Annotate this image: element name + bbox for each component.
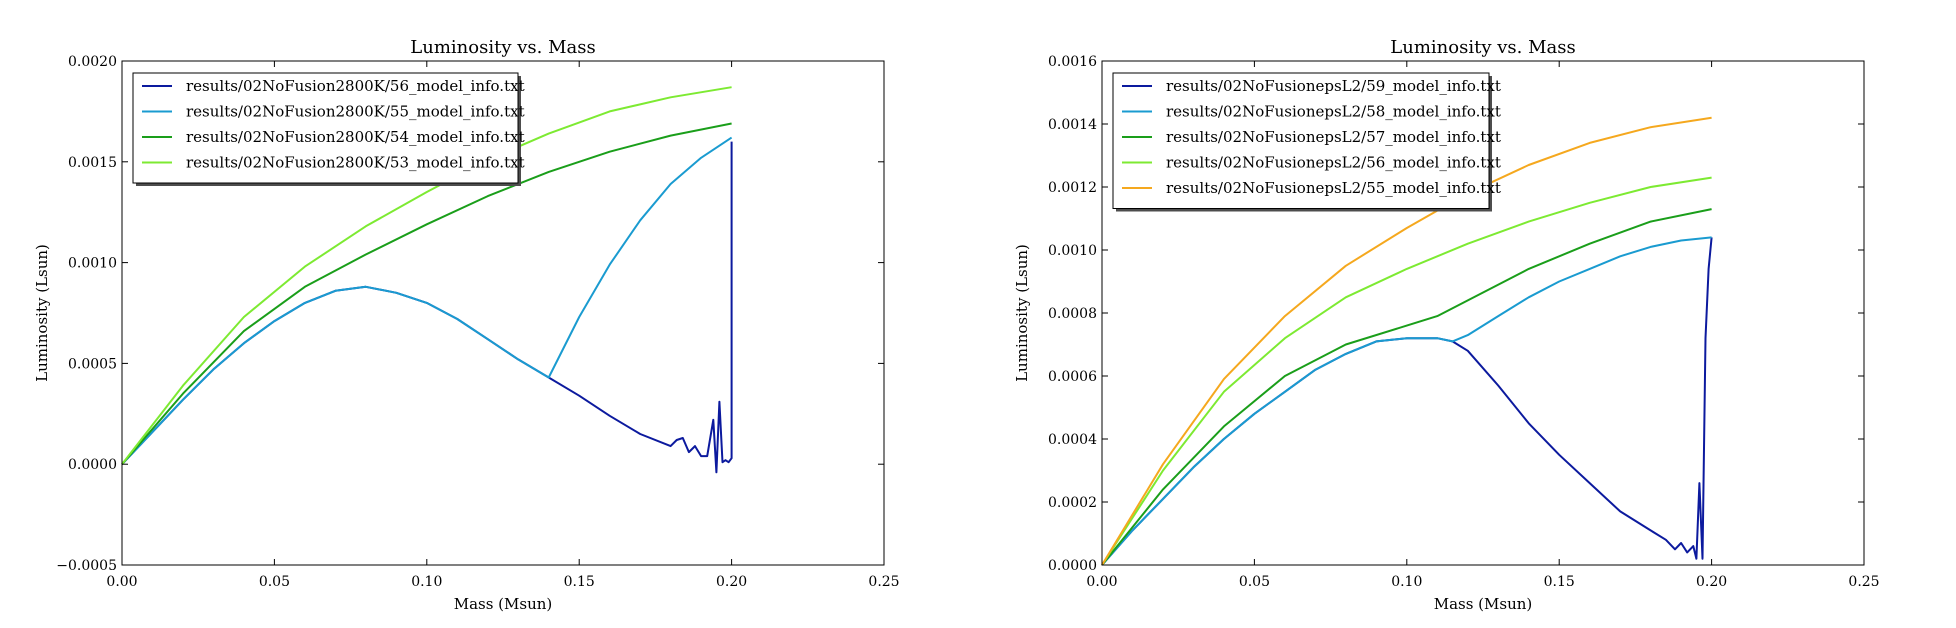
legend-label: results/02NoFusionepsL2/57_model_info.tx… bbox=[1166, 128, 1501, 146]
series-line-3 bbox=[121, 122, 732, 465]
x-tick-label: 0.25 bbox=[868, 574, 899, 590]
x-tick-label: 0.05 bbox=[259, 574, 290, 590]
x-tick-label: 0.10 bbox=[1391, 574, 1422, 590]
y-tick-label: 0.0020 bbox=[68, 54, 117, 70]
y-tick-label: 0.0002 bbox=[1048, 495, 1097, 511]
x-tick-label: 0.20 bbox=[716, 574, 747, 590]
plot-frame bbox=[121, 60, 885, 566]
y-tick-label: 0.0000 bbox=[68, 457, 117, 473]
legend: results/02NoFusion2800K/56_model_info.tx… bbox=[132, 72, 525, 186]
y-tick-label: −0.0005 bbox=[56, 558, 117, 574]
y-tick-label: 0.0000 bbox=[1048, 558, 1097, 574]
x-axis-label: Mass (Msun) bbox=[1434, 595, 1533, 613]
x-axis-label: Mass (Msun) bbox=[454, 595, 553, 613]
y-tick-label: 0.0015 bbox=[68, 155, 117, 171]
x-tick-label: 0.10 bbox=[411, 574, 442, 590]
x-tick-label: 0.15 bbox=[1544, 574, 1575, 590]
legend-label: results/02NoFusionepsL2/59_model_info.tx… bbox=[1166, 77, 1501, 95]
y-axis-label: Luminosity (Lsun) bbox=[33, 244, 51, 382]
y-tick-label: 0.0006 bbox=[1048, 369, 1097, 385]
series-line-4 bbox=[121, 86, 732, 465]
chart-1: 0.00 0.05 0.10 0.15 0.20 0.25 −0.0005 0.0000 0.0… bbox=[33, 37, 900, 613]
legend-label: results/02NoFusion2800K/53_model_info.tx… bbox=[186, 154, 525, 172]
y-tick-label: 0.0014 bbox=[1048, 117, 1097, 133]
legend-label: results/02NoFusionepsL2/55_model_info.tx… bbox=[1166, 179, 1501, 197]
series-line-5 bbox=[1101, 116, 1712, 566]
legend-box bbox=[1112, 72, 1490, 209]
y-tick-label: 0.0012 bbox=[1048, 180, 1097, 196]
x-tick-label: 0.00 bbox=[1086, 574, 1117, 590]
y-tick-label: 0.0005 bbox=[68, 356, 117, 372]
legend-label: results/02NoFusion2800K/55_model_info.tx… bbox=[186, 103, 525, 121]
legend-label: results/02NoFusion2800K/56_model_info.tx… bbox=[186, 77, 525, 95]
chart-title: Luminosity vs. Mass bbox=[1390, 37, 1575, 58]
x-tick-label: 0.25 bbox=[1848, 574, 1879, 590]
y-tick-label: 0.0010 bbox=[68, 256, 117, 272]
chart-title: Luminosity vs. Mass bbox=[410, 37, 595, 58]
series-line-1 bbox=[1101, 237, 1713, 566]
series-line-4 bbox=[1101, 176, 1712, 566]
x-tick-label: 0.15 bbox=[564, 574, 595, 590]
x-tick-label: 0.20 bbox=[1696, 574, 1727, 590]
y-axis-label: Luminosity (Lsun) bbox=[1013, 244, 1031, 382]
y-tick-label: 0.0016 bbox=[1048, 54, 1097, 70]
x-tick-label: 0.05 bbox=[1239, 574, 1270, 590]
y-tick-label: 0.0008 bbox=[1048, 306, 1097, 322]
legend-box bbox=[132, 72, 519, 184]
series-line-3 bbox=[1101, 208, 1712, 566]
legend-label: results/02NoFusionepsL2/56_model_info.tx… bbox=[1166, 154, 1501, 172]
legend: results/02NoFusionepsL2/59_model_info.tx… bbox=[1112, 72, 1501, 212]
x-tick-label: 0.00 bbox=[106, 574, 137, 590]
legend-label: results/02NoFusion2800K/54_model_info.tx… bbox=[186, 128, 525, 146]
y-tick-label: 0.0010 bbox=[1048, 243, 1097, 259]
series-line-2 bbox=[121, 136, 733, 465]
chart-2: 0.00 0.05 0.10 0.15 0.20 0.25 0.0000 0.0002 0.00… bbox=[1013, 37, 1880, 613]
series-line-2 bbox=[1101, 236, 1712, 566]
legend-label: results/02NoFusionepsL2/58_model_info.tx… bbox=[1166, 103, 1501, 121]
y-tick-label: 0.0004 bbox=[1048, 432, 1097, 448]
